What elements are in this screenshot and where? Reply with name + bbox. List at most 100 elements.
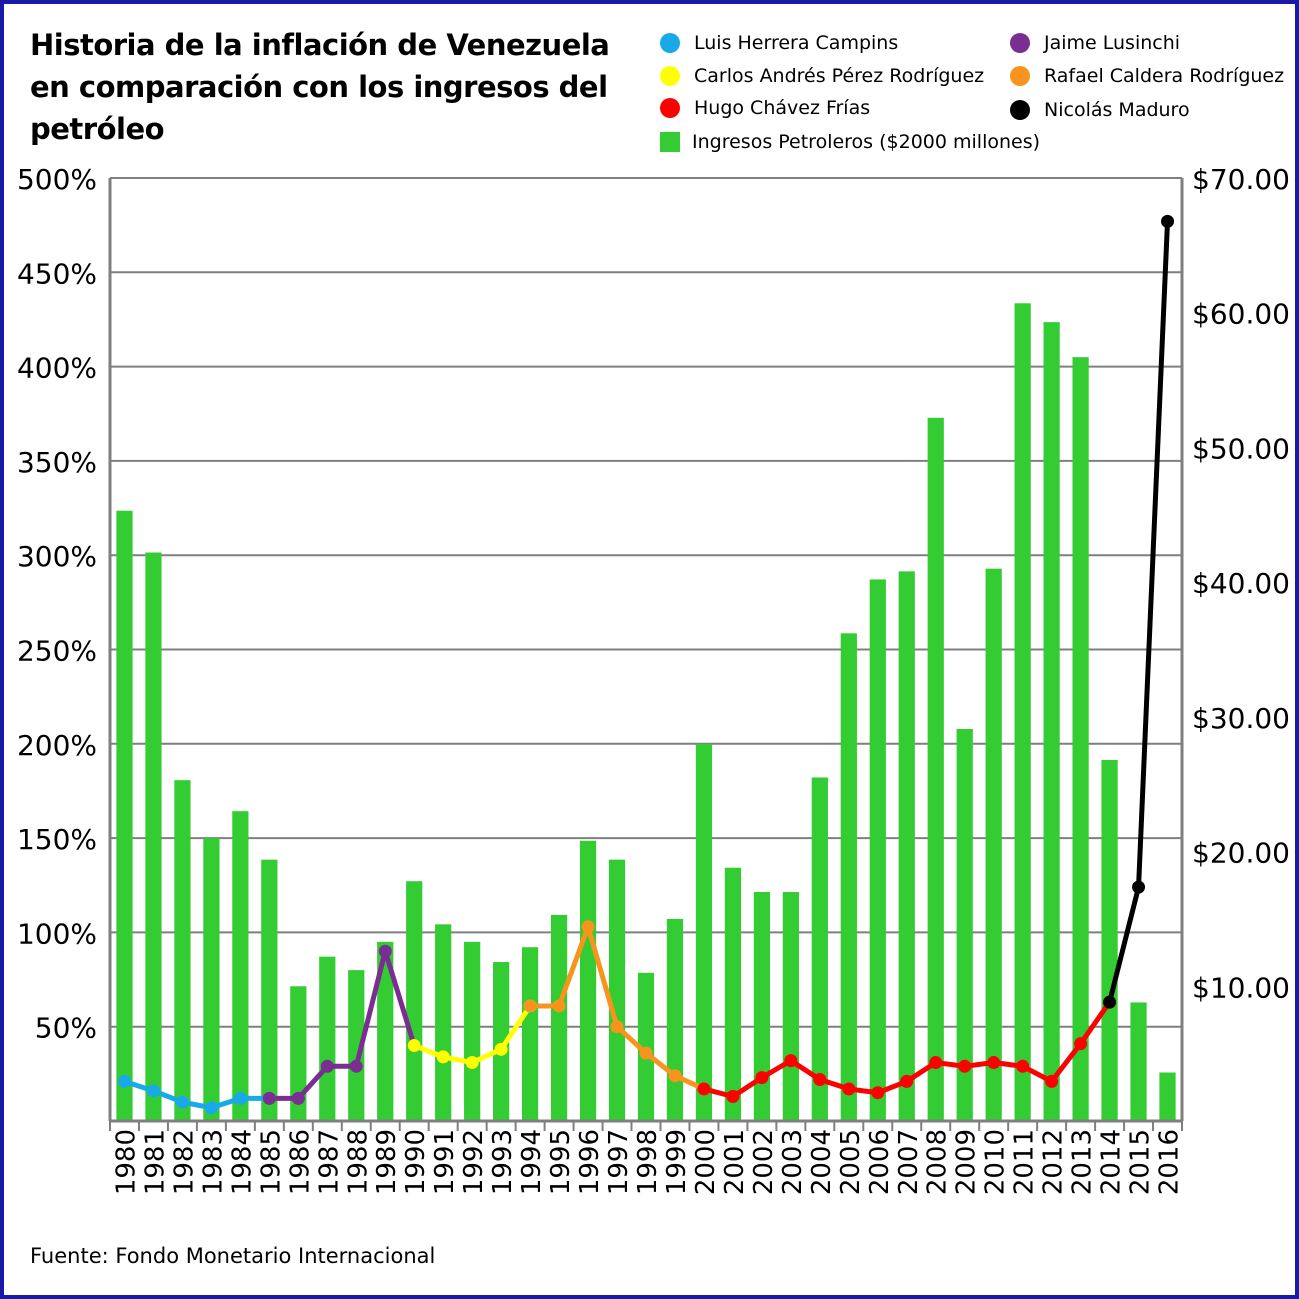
- x-tick-label: 1998: [633, 1129, 663, 1195]
- x-tick-label: 1990: [401, 1129, 431, 1195]
- bar: [550, 914, 568, 1121]
- x-tick-label: 2011: [1010, 1129, 1040, 1195]
- series-point: [320, 1059, 334, 1073]
- y-left-tick-label: 150%: [17, 823, 97, 856]
- series-point: [726, 1089, 740, 1103]
- x-tick-label: 1995: [546, 1129, 576, 1195]
- series-point: [117, 1074, 131, 1088]
- x-tick-label: 2014: [1097, 1129, 1127, 1195]
- x-tick-label: 1987: [314, 1129, 344, 1195]
- bar: [898, 571, 915, 1121]
- bar: [290, 986, 307, 1121]
- x-tick-label: 1982: [169, 1129, 199, 1195]
- bar: [695, 743, 713, 1121]
- legend-marker: [660, 132, 680, 152]
- series-point: [465, 1056, 479, 1070]
- bar: [1130, 1002, 1147, 1121]
- bar: [579, 840, 597, 1121]
- axes: 50% 100% 150% 200% 250% 300% 350% 400% 450% 500% $…: [17, 163, 1290, 1195]
- y-left-tick-label: 50%: [35, 1012, 97, 1045]
- legend-item: Hugo Chávez Frías: [660, 94, 870, 122]
- x-tick-label: 1992: [459, 1129, 489, 1195]
- y-left-tick-label: 200%: [17, 729, 97, 762]
- bar: [1043, 322, 1060, 1121]
- bars: [116, 303, 1176, 1122]
- bar: [869, 579, 886, 1121]
- y-left-tick-label: 100%: [17, 917, 97, 950]
- series-point: [900, 1074, 914, 1088]
- x-tick-label: 1993: [488, 1129, 518, 1195]
- x-tick-label: 1991: [430, 1129, 460, 1195]
- y-left-tick-label: 350%: [17, 446, 97, 479]
- bar: [1014, 303, 1031, 1121]
- x-tick-label: 1994: [517, 1129, 547, 1195]
- y-right-tick-label: $20.00: [1192, 837, 1290, 870]
- series-point: [813, 1073, 827, 1087]
- y-right-tick-label: $30.00: [1192, 702, 1290, 735]
- bar: [174, 780, 191, 1121]
- x-tick-label: 1980: [111, 1129, 141, 1195]
- series-point: [349, 1059, 363, 1073]
- x-tick-label: 2004: [807, 1129, 837, 1195]
- series-point: [842, 1082, 856, 1096]
- x-tick-label: 1989: [372, 1129, 402, 1195]
- bar: [493, 962, 510, 1121]
- legend-label: Luis Herrera Campins: [694, 32, 899, 54]
- x-tick-label: 2000: [691, 1129, 721, 1195]
- x-tick-label: 2006: [865, 1129, 895, 1195]
- series-point: [581, 920, 595, 934]
- x-tick-label: 2016: [1155, 1129, 1185, 1195]
- legend-label: Rafael Caldera Rodríguez: [1044, 65, 1285, 87]
- bar: [377, 941, 394, 1121]
- bar: [232, 811, 249, 1121]
- x-tick-label: 1997: [604, 1129, 634, 1195]
- series-point: [1045, 1074, 1059, 1088]
- series-point: [784, 1054, 798, 1068]
- bar: [724, 867, 742, 1121]
- series-point: [1132, 880, 1146, 894]
- series-point: [639, 1046, 653, 1060]
- legend-marker: [660, 66, 680, 86]
- series-point: [204, 1101, 218, 1115]
- series-point: [1103, 995, 1117, 1009]
- legend-marker: [660, 33, 680, 53]
- bar: [1101, 759, 1118, 1121]
- series-point: [1161, 214, 1175, 228]
- series-point: [175, 1095, 189, 1109]
- legend-marker: [1010, 100, 1030, 120]
- x-tick-label: 1984: [227, 1129, 257, 1195]
- x-tick-label: 1983: [198, 1129, 228, 1195]
- legend-label: Hugo Chávez Frías: [694, 97, 871, 119]
- bar: [608, 859, 626, 1121]
- x-tick-label: 2015: [1126, 1129, 1156, 1195]
- series-point: [552, 999, 566, 1013]
- legend-label: Nicolás Maduro: [1044, 99, 1190, 121]
- y-right-tick-label: $70.00: [1192, 163, 1290, 196]
- series-point: [958, 1059, 972, 1073]
- bar: [435, 924, 452, 1121]
- legend-marker: [1010, 33, 1030, 53]
- x-tick-label: 1981: [140, 1129, 170, 1195]
- x-tick-label: 2008: [923, 1129, 953, 1195]
- bar: [956, 728, 973, 1121]
- inflation-lines: [117, 214, 1175, 1115]
- y-right-tick-label: $50.00: [1192, 432, 1290, 465]
- bar: [521, 947, 539, 1121]
- series-point: [610, 1020, 624, 1034]
- bar: [927, 417, 944, 1121]
- legend-item: Rafael Caldera Rodríguez: [1010, 62, 1284, 90]
- chart-title: Historia de la inflación de Venezuela en…: [30, 28, 610, 146]
- legend-label: Jaime Lusinchi: [1044, 32, 1181, 54]
- series-point: [697, 1082, 711, 1096]
- series-point: [146, 1084, 160, 1098]
- series-point: [871, 1086, 885, 1100]
- bar: [464, 941, 481, 1121]
- x-tick-label: 2009: [952, 1129, 982, 1195]
- bar: [261, 859, 278, 1121]
- x-tick-label: 2013: [1068, 1129, 1098, 1195]
- x-tick-label: 2001: [720, 1129, 750, 1195]
- x-tick-label: 2003: [778, 1129, 808, 1195]
- x-tick-label: 1985: [256, 1129, 286, 1195]
